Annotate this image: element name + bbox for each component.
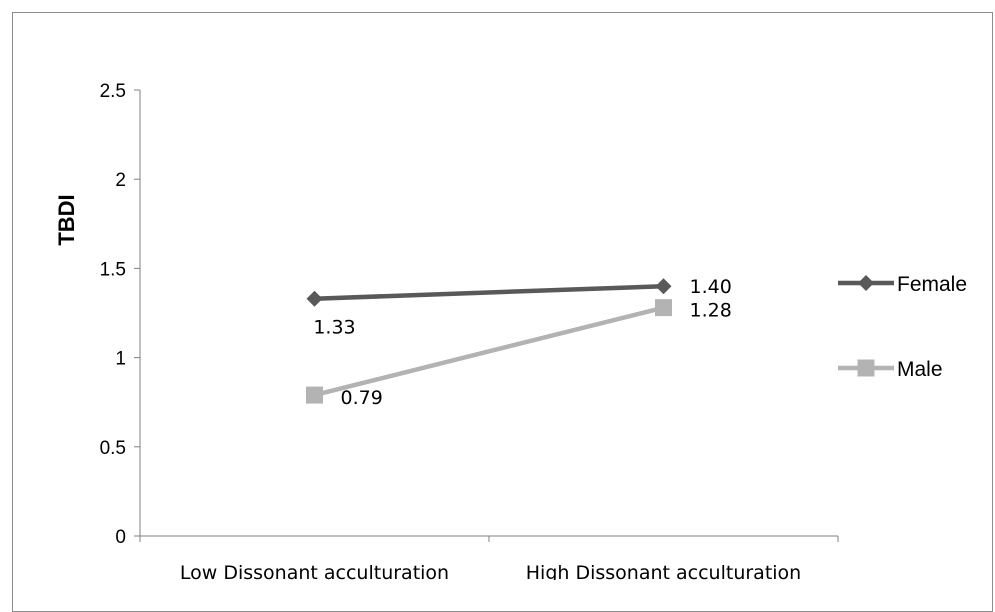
labels-layer: 1.33 1.40 0.79 1.28 xyxy=(313,276,731,409)
y-tick-label: 1.5 xyxy=(100,259,126,280)
y-tick-label: 1 xyxy=(115,349,126,370)
chart-frame xyxy=(12,12,993,612)
square-marker xyxy=(306,386,323,404)
series-male xyxy=(306,299,672,404)
data-label: 1.33 xyxy=(313,317,355,339)
y-tick-label: 2.5 xyxy=(100,81,126,102)
legend-item-male: Male xyxy=(838,358,943,381)
data-label: 1.28 xyxy=(690,300,732,322)
series-layer xyxy=(306,278,672,404)
x-tick-label: Low Dissonant acculturation xyxy=(180,562,449,580)
legend-label: Male xyxy=(897,358,943,381)
series-line xyxy=(313,305,665,398)
square-marker xyxy=(655,299,672,317)
diamond-marker xyxy=(655,278,672,295)
diamond-marker xyxy=(306,290,323,307)
data-label: 1.40 xyxy=(690,276,732,298)
y-tick-label: 2 xyxy=(115,170,126,191)
legend-item-female: Female xyxy=(838,273,967,296)
legend: Female Male xyxy=(838,273,967,381)
data-label: 0.79 xyxy=(341,387,383,409)
series-female xyxy=(306,278,672,307)
legend-label: Female xyxy=(897,273,967,296)
line-chart: 0 0.5 1 1.5 2 2.5 Low Dissonant acculturation H… xyxy=(54,81,967,580)
axes: 0 0.5 1 1.5 2 2.5 Low Dissonant acculturation H… xyxy=(100,81,839,580)
diamond-marker xyxy=(858,275,874,291)
y-tick-label: 0 xyxy=(115,527,126,548)
x-tick-label: High Dissonant acculturation xyxy=(526,562,801,580)
square-marker xyxy=(857,359,875,377)
series-line xyxy=(314,283,664,301)
y-tick-label: 0.5 xyxy=(100,438,126,459)
y-axis-title: TBDI xyxy=(54,194,79,245)
